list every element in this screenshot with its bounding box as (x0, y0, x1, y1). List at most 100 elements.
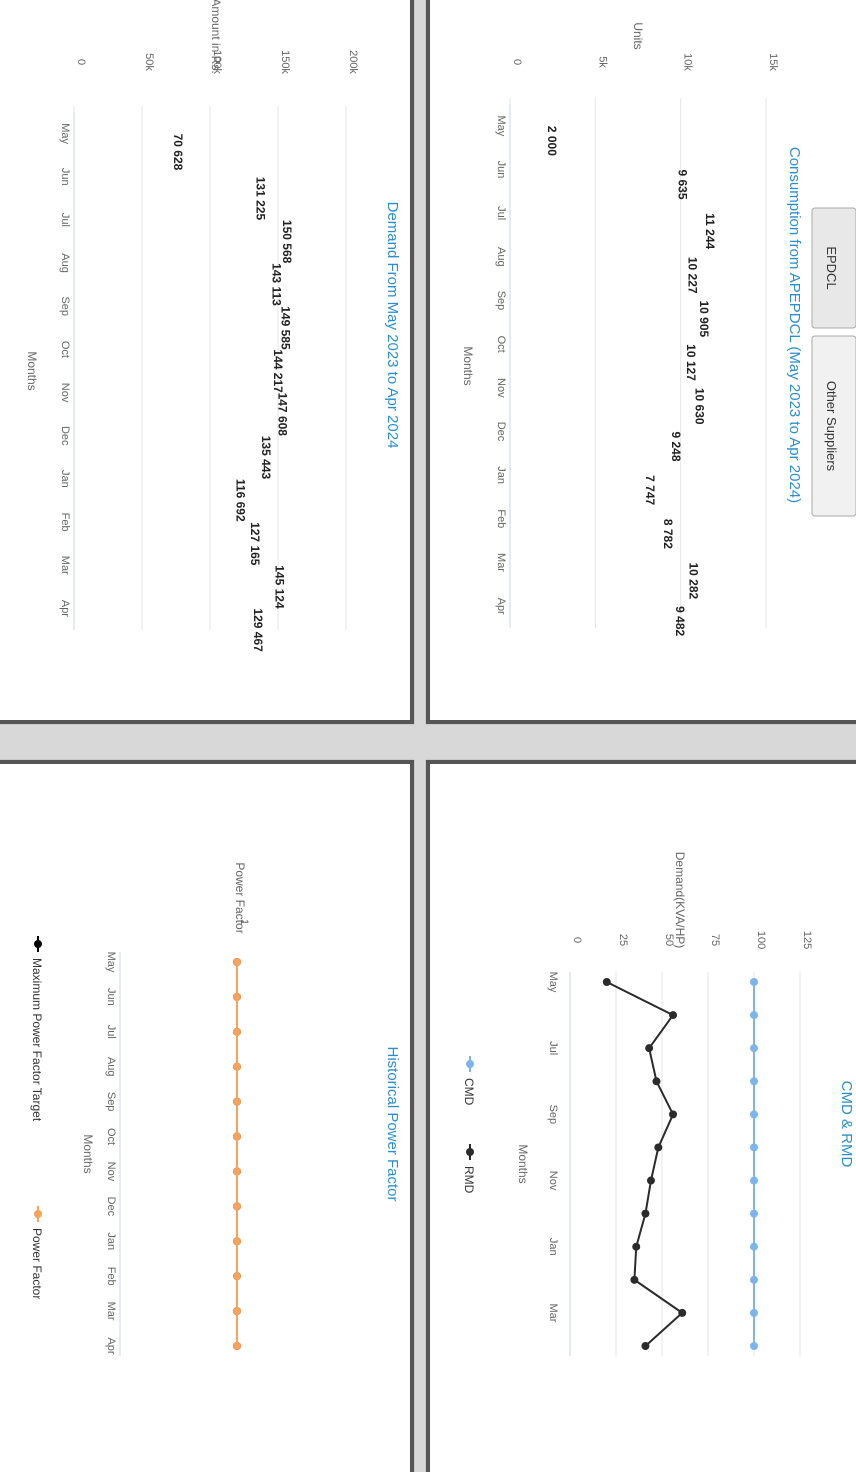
y-tick-label: 0 (511, 59, 523, 65)
demand-chart: 0 50k 100k 150k 200k Demand From May 2023 to … (25, 0, 401, 652)
consumption-chart: EPDCL Other Suppliers 0 5k 10k 15k Consumpti… (461, 22, 856, 637)
x-tick-label: Sep (495, 291, 507, 311)
x-tick-label: May (547, 972, 559, 993)
data-point (654, 1143, 663, 1152)
data-point (750, 978, 758, 986)
data-point (750, 1342, 758, 1350)
x-tick-label: May (105, 952, 117, 973)
x-tick-label: Nov (547, 1171, 559, 1191)
legend-label: Power Factor (30, 1228, 44, 1299)
data-point (602, 978, 611, 986)
data-label: 144 217 (271, 349, 285, 393)
data-label: 10 905 (697, 301, 711, 338)
legend-label: RMD (462, 1166, 476, 1194)
x-tick-label: Sep (547, 1105, 559, 1125)
data-point (750, 1308, 758, 1317)
y-tick-label: 5k (596, 56, 608, 68)
data-label: 11 244 (703, 213, 717, 249)
data-point (233, 992, 241, 1001)
y-tick-label: 50k (143, 53, 155, 71)
demand-chart-panel: 0 50k 100k 150k 200k Demand From May 2023 to … (0, 0, 414, 724)
data-point (750, 1110, 758, 1119)
data-point (750, 1077, 758, 1086)
x-tick-label: Sep (59, 296, 71, 316)
y-tick-label: 0 (75, 59, 87, 65)
legend-marker (34, 1210, 42, 1218)
x-axis-title: Months (516, 1144, 530, 1183)
y-tick-label: 50 (663, 934, 675, 946)
data-point (669, 1011, 678, 1020)
data-label: 10 227 (686, 257, 700, 294)
data-label: 129 467 (251, 608, 265, 652)
y-tick-label: 75 (709, 934, 721, 946)
data-point (750, 1011, 758, 1020)
data-point (233, 1132, 241, 1141)
legend-marker (466, 1060, 474, 1068)
x-tick-label: Oct (105, 1128, 117, 1145)
x-tick-label: Jan (105, 1232, 117, 1250)
cmd-rmd-chart: 0 25 50 75 100 125 CMD & RMD Demand(KVA/HP) Mont… (462, 852, 855, 1356)
y-tick-label: 150k (279, 50, 291, 74)
data-label: 10 127 (684, 344, 698, 381)
power-factor-chart-panel: 1 Historical Power Factor Power Factor Mont… (0, 760, 414, 1472)
data-label: 9 248 (669, 432, 683, 462)
legend-label: Maximum Power Factor Target (30, 958, 44, 1122)
y-tick-label: 1 (238, 919, 250, 925)
x-tick-label: Dec (495, 422, 507, 442)
x-tick-label: Jun (105, 988, 117, 1006)
y-tick-label: 100 (755, 931, 767, 949)
x-tick-label: Sep (105, 1092, 117, 1112)
data-label: 150 568 (280, 220, 294, 264)
y-tick-label: 15k (767, 53, 779, 71)
x-tick-label: Jul (547, 1041, 559, 1055)
x-tick-label: Feb (105, 1267, 117, 1286)
tab-epdcl[interactable]: EPDCL (811, 207, 856, 329)
x-tick-label: Oct (59, 341, 71, 358)
x-tick-label: Mar (105, 1302, 117, 1321)
data-label: 2 000 (545, 126, 559, 156)
x-tick-label: Jun (59, 168, 71, 186)
data-point (233, 1097, 241, 1106)
data-label: 10 630 (692, 388, 706, 425)
tab-other-suppliers[interactable]: Other Suppliers (811, 335, 856, 517)
x-tick-label: Mar (59, 556, 71, 575)
x-tick-label: Nov (59, 383, 71, 403)
x-axis-title: Months (81, 1134, 95, 1173)
data-point (233, 1237, 241, 1246)
legend-marker (466, 1148, 474, 1156)
x-tick-label: Nov (105, 1162, 117, 1182)
data-label: 131 225 (253, 177, 267, 221)
y-tick-label: 10k (682, 53, 694, 71)
x-tick-label: Aug (495, 247, 507, 267)
y-tick-label: 0 (571, 937, 583, 943)
data-point (641, 1209, 650, 1218)
x-tick-label: Jul (59, 213, 71, 227)
data-point (630, 1275, 639, 1284)
x-axis-title: Months (25, 351, 39, 390)
data-label: 143 113 (270, 263, 284, 306)
x-tick-label: Feb (495, 509, 507, 528)
data-label: 135 443 (259, 436, 273, 480)
y-axis-title: Amount in Rs. (209, 0, 223, 74)
data-label: 9 635 (675, 170, 689, 200)
legend-label: CMD (462, 1078, 476, 1106)
data-point (750, 1209, 758, 1218)
data-point (641, 1342, 650, 1350)
data-point (233, 1307, 241, 1316)
x-tick-label: Dec (59, 426, 71, 446)
data-point (678, 1308, 687, 1317)
x-tick-label: Oct (495, 336, 507, 353)
data-label: 10 282 (686, 563, 700, 600)
x-tick-label: Jun (495, 161, 507, 179)
x-tick-label: Jul (495, 206, 507, 220)
x-tick-label: Jul (105, 1025, 117, 1039)
data-label: 9 482 (673, 606, 687, 636)
x-tick-label: Apr (59, 600, 71, 617)
x-tick-label: Mar (495, 553, 507, 572)
y-tick-label: 100k (211, 50, 223, 74)
series-line (606, 981, 684, 1347)
y-tick-label: 200k (347, 50, 359, 74)
data-label: 116 692 (234, 479, 248, 522)
chart-title: Historical Power Factor (384, 1046, 401, 1201)
y-axis-title: Demand(KVA/HP) (673, 852, 687, 948)
